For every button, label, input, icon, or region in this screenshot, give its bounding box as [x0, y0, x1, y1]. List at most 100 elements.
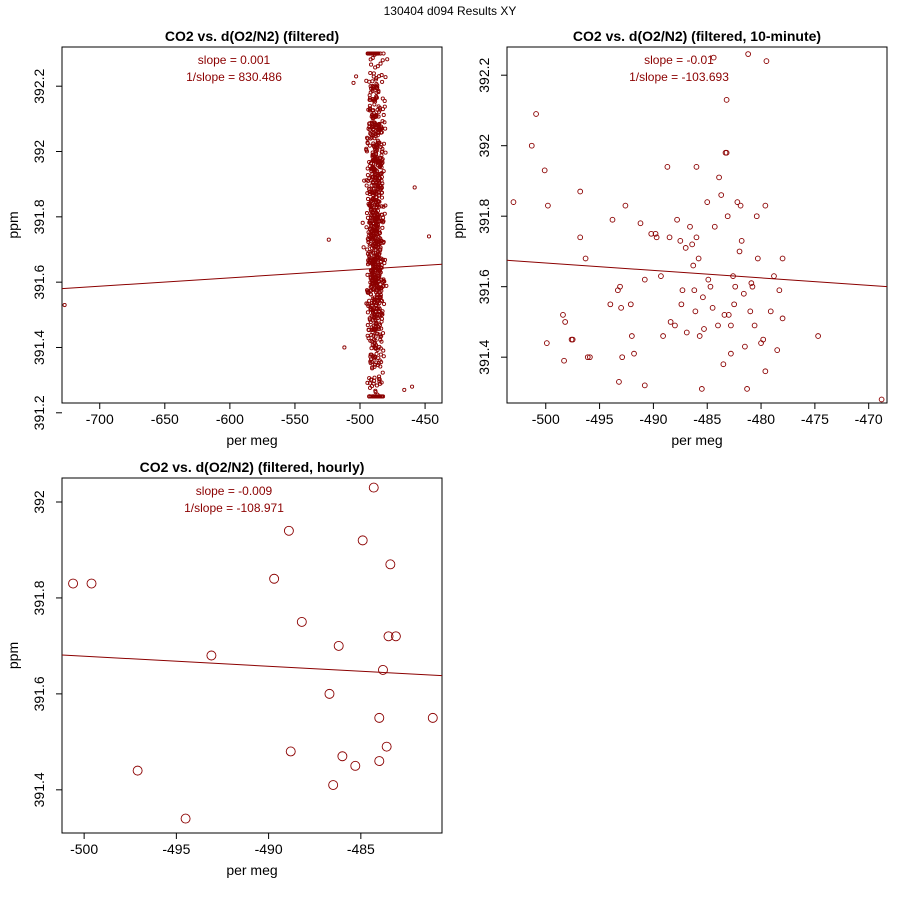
data-point	[379, 285, 384, 290]
data-point	[368, 70, 373, 76]
data-point	[878, 396, 885, 403]
data-point	[561, 357, 567, 364]
data-point	[380, 298, 385, 304]
data-point	[371, 74, 376, 79]
data-point	[376, 90, 381, 95]
data-point	[373, 216, 378, 221]
data-point	[382, 98, 387, 103]
data-point	[366, 328, 371, 333]
x-axis-label: per meg	[226, 862, 277, 878]
data-point	[692, 308, 699, 315]
data-point	[324, 688, 335, 699]
data-point	[372, 354, 377, 359]
data-point	[378, 219, 383, 224]
data-point	[364, 149, 369, 154]
data-point	[372, 167, 377, 173]
data-point	[698, 386, 705, 392]
data-point	[374, 756, 385, 766]
data-point	[372, 375, 377, 380]
data-point	[369, 166, 374, 171]
page-title: 130404 d094 Results XY	[383, 4, 517, 18]
data-point	[377, 231, 382, 236]
data-point	[622, 202, 629, 209]
data-point	[365, 196, 371, 202]
data-point	[723, 149, 730, 156]
data-point	[637, 220, 644, 227]
data-point	[372, 198, 377, 203]
data-point	[364, 146, 369, 151]
data-point	[728, 322, 734, 329]
data-point	[374, 94, 379, 99]
x-tick-label: -490	[255, 841, 283, 857]
data-point	[380, 58, 385, 63]
data-point	[369, 226, 374, 231]
data-point	[365, 173, 370, 178]
data-point	[378, 352, 383, 357]
data-point	[369, 346, 374, 351]
data-point	[377, 306, 382, 311]
data-point	[693, 234, 700, 241]
data-point	[660, 333, 666, 339]
data-point	[376, 104, 381, 109]
data-point	[510, 199, 517, 205]
y-axis-label: ppm	[5, 642, 21, 669]
x-tick-label: -475	[801, 411, 829, 427]
data-point	[373, 312, 378, 317]
data-point	[373, 134, 378, 139]
x-axis-label: per meg	[226, 432, 277, 448]
x-tick-label: -470	[855, 411, 883, 427]
data-point	[736, 248, 743, 255]
data-point	[689, 241, 696, 248]
data-point	[672, 322, 678, 329]
data-point	[701, 326, 707, 332]
data-point	[364, 78, 369, 83]
y-tick-label: 391.6	[31, 676, 47, 711]
data-point	[369, 271, 375, 276]
data-point	[383, 126, 388, 131]
data-point	[385, 57, 390, 62]
data-point	[354, 74, 359, 79]
data-point	[577, 234, 584, 241]
data-point	[385, 559, 396, 570]
data-point	[369, 284, 375, 289]
data-point	[283, 525, 294, 536]
y-tick-label: 392.2	[31, 68, 47, 103]
data-point	[372, 98, 377, 103]
data-point	[368, 482, 379, 493]
data-point	[369, 303, 374, 309]
y-tick-label: 392.2	[476, 57, 492, 92]
data-point	[369, 161, 374, 166]
data-point	[366, 258, 371, 263]
data-point	[371, 108, 376, 113]
data-point	[607, 301, 614, 308]
data-point	[641, 276, 648, 283]
data-point	[369, 377, 374, 382]
data-point	[767, 308, 774, 315]
x-tick-label: -495	[586, 411, 614, 427]
data-point	[357, 535, 368, 546]
data-point	[380, 146, 385, 151]
data-point	[369, 112, 375, 117]
data-point	[366, 240, 371, 245]
data-point	[328, 780, 339, 790]
data-point	[381, 215, 386, 220]
data-point	[683, 329, 690, 336]
data-point	[369, 51, 374, 56]
data-point	[762, 202, 769, 209]
x-tick-label: -485	[347, 841, 375, 857]
data-point	[753, 213, 760, 220]
data-point	[716, 174, 722, 181]
data-point	[705, 276, 712, 283]
data-point	[371, 71, 376, 76]
data-point	[351, 80, 356, 85]
data-point	[751, 322, 758, 329]
data-point	[569, 336, 576, 343]
data-point	[377, 321, 382, 326]
data-point	[381, 741, 392, 752]
x-tick-label: -500	[532, 411, 560, 427]
data-point	[379, 394, 384, 399]
data-point	[412, 185, 417, 190]
data-point	[375, 253, 380, 258]
data-point	[373, 248, 378, 253]
